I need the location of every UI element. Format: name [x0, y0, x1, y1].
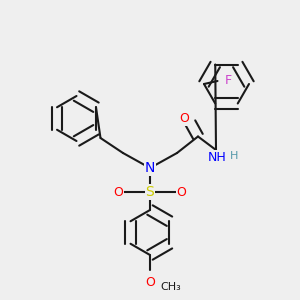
Text: O: O [114, 185, 123, 199]
Text: S: S [146, 185, 154, 199]
Text: N: N [145, 161, 155, 175]
Text: O: O [145, 275, 155, 289]
Text: O: O [177, 185, 186, 199]
Text: H: H [230, 151, 238, 161]
Text: CH₃: CH₃ [160, 281, 181, 292]
Text: NH: NH [208, 151, 227, 164]
Text: O: O [180, 112, 189, 125]
Text: F: F [224, 74, 232, 88]
